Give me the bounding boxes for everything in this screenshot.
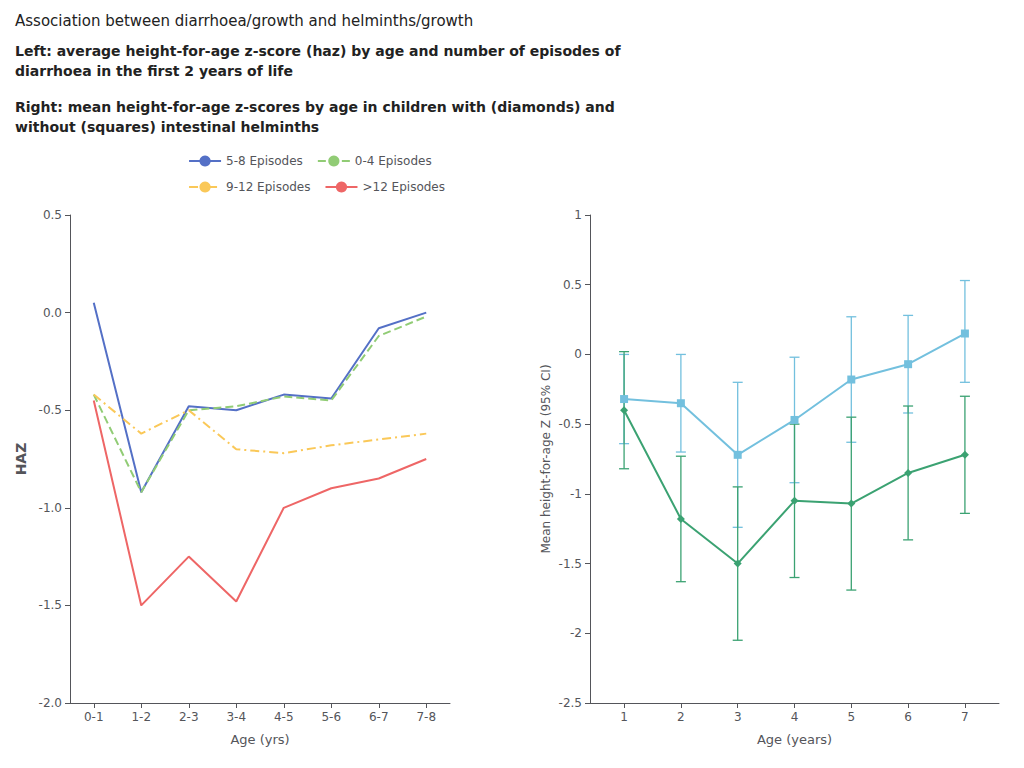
svg-text:HAZ: HAZ: [13, 443, 29, 476]
svg-text:Right: mean height-for-age z-s: Right: mean height-for-age z-scores by a…: [15, 99, 615, 115]
svg-text:-2: -2: [570, 626, 582, 640]
svg-text:Mean height-for-age Z (95% CI): Mean height-for-age Z (95% CI): [539, 364, 553, 553]
svg-text:2: 2: [677, 710, 685, 724]
svg-text:0.5: 0.5: [43, 208, 62, 222]
svg-text:Age (yrs): Age (yrs): [230, 732, 289, 747]
svg-text:5-6: 5-6: [321, 710, 341, 724]
svg-text:4-5: 4-5: [274, 710, 294, 724]
svg-text:7-8: 7-8: [416, 710, 436, 724]
svg-text:Association between diarrhoea/: Association between diarrhoea/growth and…: [15, 12, 473, 30]
svg-text:-2.5: -2.5: [559, 696, 582, 710]
svg-text:6-7: 6-7: [369, 710, 389, 724]
svg-text:-2.0: -2.0: [39, 696, 62, 710]
svg-text:7: 7: [961, 710, 969, 724]
svg-text:>12 Episodes: >12 Episodes: [362, 180, 445, 194]
svg-text:0-4 Episodes: 0-4 Episodes: [355, 154, 432, 168]
svg-text:-0.5: -0.5: [39, 403, 62, 417]
svg-text:1: 1: [620, 710, 628, 724]
svg-text:4: 4: [791, 710, 799, 724]
svg-text:-1.5: -1.5: [559, 557, 582, 571]
svg-text:1-2: 1-2: [131, 710, 151, 724]
svg-text:Left: average height-for-age z: Left: average height-for-age z-score (ha…: [15, 43, 621, 59]
svg-text:-1: -1: [570, 487, 582, 501]
svg-text:without (squares) intestinal h: without (squares) intestinal helminths: [15, 119, 319, 135]
svg-text:2-3: 2-3: [179, 710, 199, 724]
svg-text:Age (years): Age (years): [757, 732, 832, 747]
svg-text:1: 1: [574, 208, 582, 222]
svg-text:6: 6: [904, 710, 912, 724]
svg-text:0: 0: [574, 347, 582, 361]
svg-text:3-4: 3-4: [226, 710, 246, 724]
svg-text:9-12 Episodes: 9-12 Episodes: [226, 180, 310, 194]
svg-text:3: 3: [734, 710, 742, 724]
svg-text:0-1: 0-1: [84, 710, 104, 724]
svg-text:0.0: 0.0: [43, 306, 62, 320]
svg-text:0.5: 0.5: [563, 278, 582, 292]
svg-text:5-8 Episodes: 5-8 Episodes: [226, 154, 303, 168]
svg-text:5: 5: [847, 710, 855, 724]
svg-text:-0.5: -0.5: [559, 417, 582, 431]
svg-text:diarrhoea in the first 2 years: diarrhoea in the first 2 years of life: [15, 63, 293, 79]
svg-text:-1.5: -1.5: [39, 598, 62, 612]
svg-text:-1.0: -1.0: [39, 501, 62, 515]
